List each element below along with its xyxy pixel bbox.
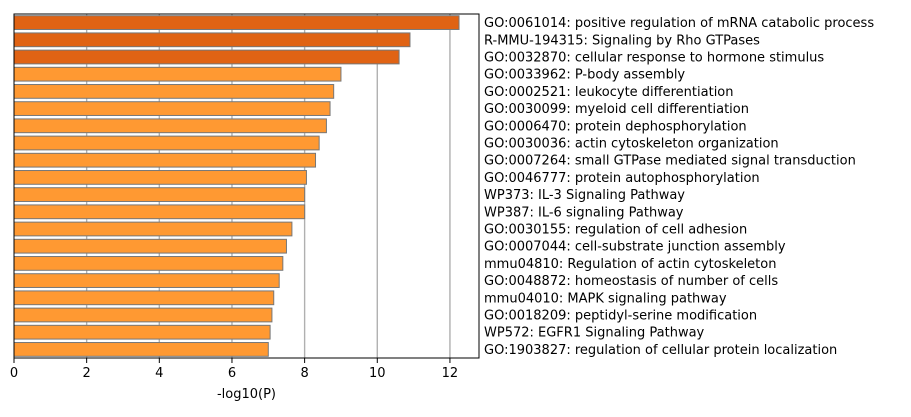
bar-1 <box>13 32 411 48</box>
category-label-15: GO:0048872: homeostasis of number of cel… <box>484 274 778 289</box>
category-label-13: GO:0007044: cell-substrate junction asse… <box>484 240 786 255</box>
bar-10 <box>13 187 306 202</box>
bar-11 <box>13 204 306 220</box>
x-tick-label-6: 12 <box>442 366 459 381</box>
plot-frame <box>13 13 480 359</box>
x-axis-ticks: 0 2 4 6 8 10 12 <box>10 358 458 381</box>
category-label-11: WP387: IL-6 signaling Pathway <box>484 205 684 220</box>
category-label-6: GO:0006470: protein dephosphorylation <box>484 119 747 134</box>
bar-14 <box>13 256 284 271</box>
category-label-12: GO:0030155: regulation of cell adhesion <box>484 223 747 238</box>
category-label-2: GO:0032870: cellular response to hormone… <box>484 51 824 66</box>
bar-6 <box>13 118 327 134</box>
category-label-3: GO:0033962: P-body assembly <box>484 68 685 83</box>
category-label-0: GO:0061014: positive regulation of mRNA … <box>484 16 874 31</box>
category-label-18: WP572: EGFR1 Signaling Pathway <box>484 326 705 341</box>
category-label-14: mmu04810: Regulation of actin cytoskelet… <box>484 257 776 272</box>
category-label-10: WP373: IL-3 Signaling Pathway <box>484 188 685 203</box>
x-tick-label-5: 10 <box>369 366 386 381</box>
bar-0 <box>13 15 460 30</box>
category-label-1: R-MMU-194315: Signaling by Rho GTPases <box>484 33 760 48</box>
category-label-19: GO:1903827: regulation of cellular prote… <box>484 343 837 358</box>
bar-13 <box>13 238 287 254</box>
x-tick-label-1: 2 <box>83 366 91 381</box>
category-label-7: GO:0030036: actin cytoskeleton organizat… <box>484 137 779 152</box>
x-tick-label-0: 0 <box>10 366 18 381</box>
bar-12 <box>13 221 293 237</box>
bar-18 <box>13 324 271 340</box>
bar-15 <box>13 273 280 288</box>
bars <box>13 15 460 357</box>
x-tick-label-2: 4 <box>155 366 163 381</box>
category-label-9: GO:0046777: protein autophosphorylation <box>484 171 760 186</box>
bar-17 <box>13 307 273 323</box>
category-labels: GO:0061014: positive regulation of mRNA … <box>484 16 874 358</box>
category-label-5: GO:0030099: myeloid cell differentiation <box>484 102 749 117</box>
bar-8 <box>13 152 317 168</box>
bar-7 <box>13 135 320 151</box>
bar-16 <box>13 290 275 306</box>
category-label-4: GO:0002521: leukocyte differentiation <box>484 85 734 100</box>
category-label-16: mmu04010: MAPK signaling pathway <box>484 291 727 306</box>
x-tick-label-4: 8 <box>300 366 308 381</box>
bar-5 <box>13 101 331 116</box>
category-label-17: GO:0018209: peptidyl-serine modification <box>484 309 757 324</box>
bar-3 <box>13 66 342 82</box>
gridlines <box>85 14 451 358</box>
category-label-8: GO:0007264: small GTPase mediated signal… <box>484 154 856 169</box>
x-tick-label-3: 6 <box>228 366 236 381</box>
bar-19 <box>13 342 269 357</box>
bar-4 <box>13 84 335 99</box>
bar-9 <box>13 170 307 185</box>
bar-2 <box>13 49 400 65</box>
x-axis-label: -log10(P) <box>217 387 276 402</box>
